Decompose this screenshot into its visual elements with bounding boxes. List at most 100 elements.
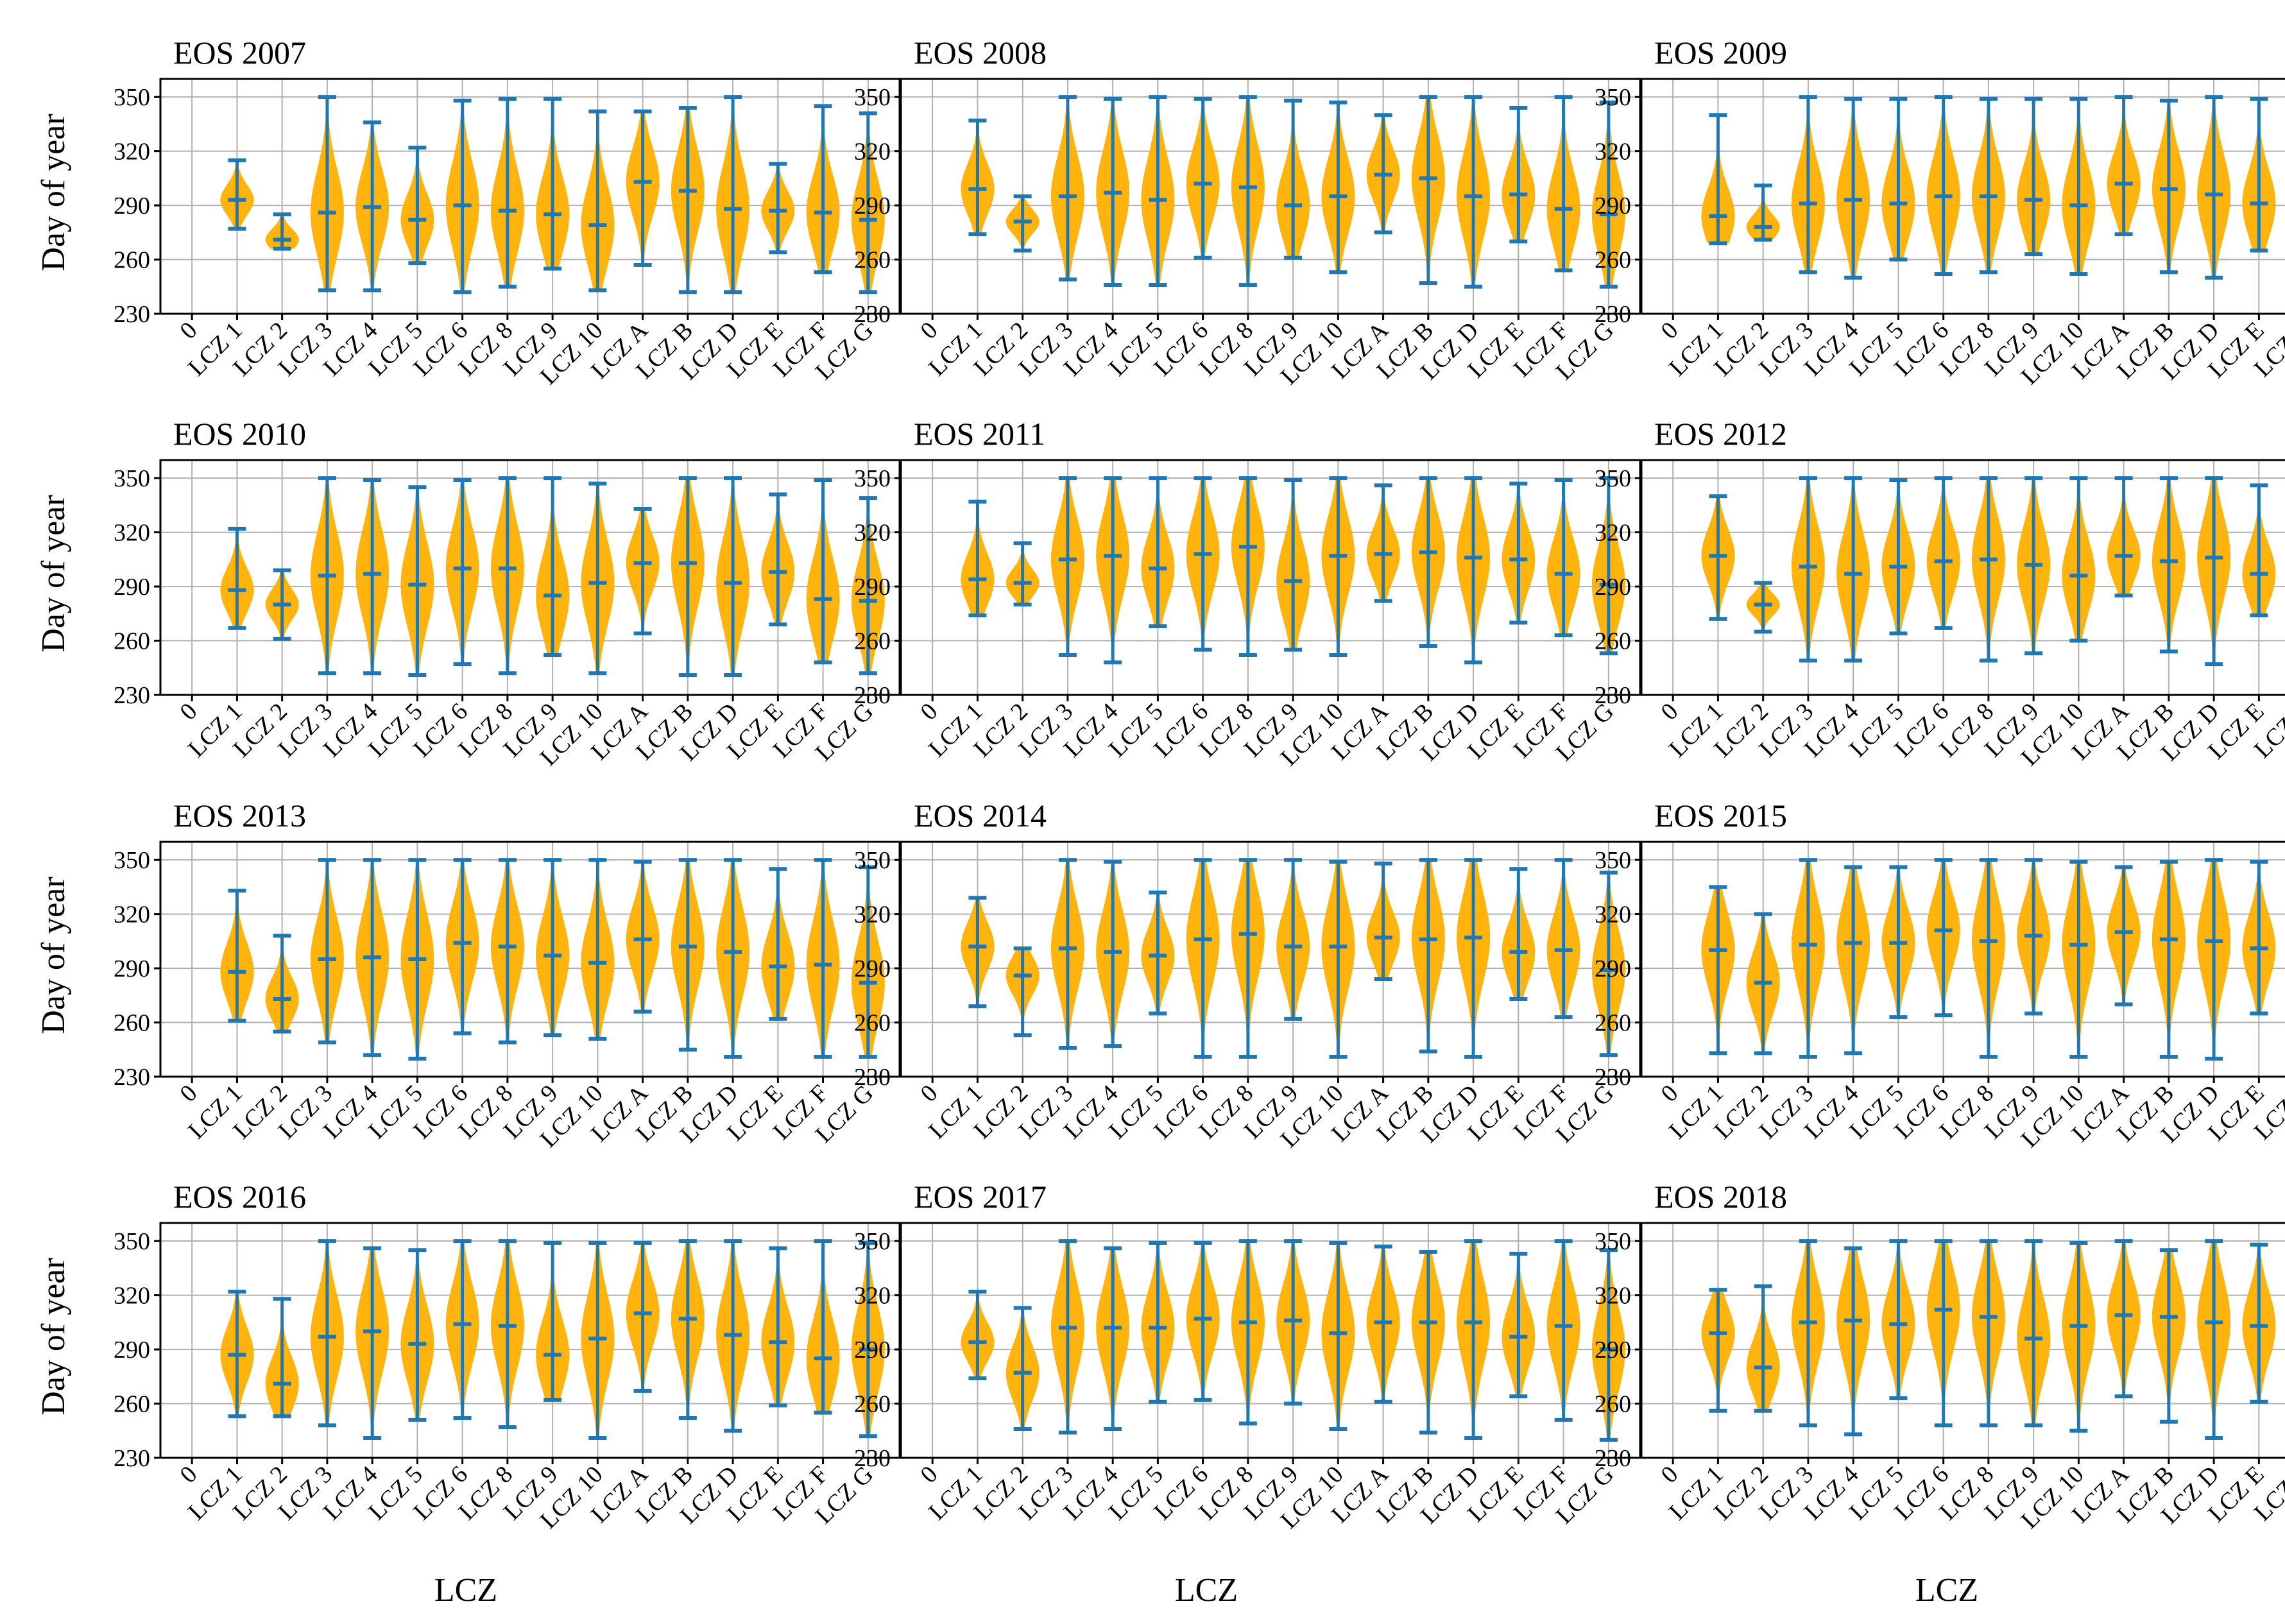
y-tick-label: 260 bbox=[114, 1010, 150, 1037]
violin-lcz-5 bbox=[1141, 1240, 1175, 1404]
violin-lcz-e bbox=[761, 492, 795, 627]
subplot-title: EOS 2010 bbox=[173, 416, 306, 452]
violin-lcz-a bbox=[2107, 1239, 2141, 1399]
violin-lcz-3 bbox=[310, 95, 344, 293]
violin-lcz-b bbox=[1411, 858, 1445, 1054]
subplot-title: EOS 2007 bbox=[173, 35, 306, 71]
y-axis-labels: Day of year Day of year Day of year Day … bbox=[35, 114, 72, 1415]
violin-lcz-6 bbox=[1926, 1239, 1960, 1428]
subplot-title: EOS 2012 bbox=[1654, 416, 1787, 452]
violin-lcz-2 bbox=[1746, 581, 1780, 634]
violin-lcz-4 bbox=[1836, 1246, 1870, 1437]
violin-lcz-g bbox=[1591, 476, 1625, 656]
violin-lcz-f bbox=[806, 477, 840, 665]
violin-lcz-e bbox=[2242, 859, 2276, 1016]
axes-frame bbox=[159, 459, 901, 696]
violin-lcz-10 bbox=[1321, 476, 1355, 658]
y-tick-label: 320 bbox=[1595, 902, 1631, 928]
y-tick-label: 350 bbox=[1595, 1228, 1631, 1255]
violin-lcz-e bbox=[2242, 1242, 2276, 1404]
violin-lcz-a bbox=[2107, 95, 2141, 237]
violin-lcz-d bbox=[716, 476, 750, 678]
violin-lcz-g bbox=[851, 865, 885, 1059]
violin-lcz-f bbox=[806, 104, 840, 275]
y-axis-ticks: 230 260 290 320 350 bbox=[1595, 847, 1641, 1091]
y-tick-label: 260 bbox=[1595, 1391, 1631, 1418]
subplot-title: EOS 2013 bbox=[173, 798, 306, 833]
violin-lcz-8 bbox=[490, 476, 524, 676]
violin-lcz-10 bbox=[1321, 859, 1355, 1059]
y-tick-label: 260 bbox=[1595, 628, 1631, 655]
violin-lcz-3 bbox=[1791, 95, 1825, 275]
violin-lcz-8 bbox=[1971, 96, 2005, 275]
violin-lcz-5 bbox=[1141, 95, 1175, 287]
y-tick-label: 290 bbox=[1595, 192, 1631, 219]
violin-lcz-b bbox=[2152, 1248, 2186, 1424]
violin-lcz-10 bbox=[2062, 476, 2096, 643]
violin-lcz-b bbox=[2152, 98, 2186, 275]
violin-lcz-8 bbox=[1231, 1239, 1265, 1426]
y-axis-label: Day of year bbox=[35, 114, 72, 271]
violin-lcz-4 bbox=[355, 477, 389, 676]
violin-lcz-e bbox=[761, 162, 795, 255]
violin-lcz-6 bbox=[1186, 1240, 1220, 1402]
y-axis-ticks: 230 260 290 320 350 bbox=[114, 465, 160, 709]
y-axis-ticks: 230 260 290 320 350 bbox=[114, 84, 160, 328]
violin-lcz-8 bbox=[1231, 95, 1265, 287]
violin-lcz-d bbox=[716, 1239, 750, 1433]
violin-lcz-3 bbox=[1791, 476, 1825, 663]
violin-lcz-1 bbox=[1701, 885, 1735, 1056]
violin-lcz-5 bbox=[400, 1248, 434, 1422]
y-tick-label: 350 bbox=[1595, 465, 1631, 492]
violin-lcz-1 bbox=[1701, 494, 1735, 621]
y-tick-label: 350 bbox=[114, 84, 150, 111]
violin-lcz-10 bbox=[581, 109, 615, 293]
violin-lcz-8 bbox=[1971, 1239, 2005, 1428]
y-tick-label: 290 bbox=[114, 1337, 150, 1363]
y-tick-label: 230 bbox=[114, 682, 150, 709]
violin-lcz-4 bbox=[355, 1246, 389, 1440]
violin-lcz-d bbox=[1457, 858, 1491, 1059]
violin-lcz-e bbox=[1502, 106, 1536, 244]
y-tick-label: 260 bbox=[1595, 247, 1631, 274]
violin-lcz-d bbox=[1457, 95, 1491, 289]
violin-lcz-a bbox=[1366, 483, 1400, 603]
violin-lcz-6 bbox=[1926, 858, 1960, 1018]
violin-lcz-10 bbox=[581, 858, 615, 1041]
violin-lcz-d bbox=[2197, 476, 2231, 667]
y-tick-label: 230 bbox=[854, 1064, 891, 1091]
y-axis-ticks: 230 260 290 320 350 bbox=[114, 1228, 160, 1472]
x-axis-label: LCZ bbox=[434, 1572, 497, 1609]
violin-lcz-3 bbox=[1050, 1239, 1084, 1435]
subplot-title: EOS 2014 bbox=[914, 798, 1047, 833]
violin-lcz-9 bbox=[2017, 476, 2051, 656]
violin-lcz-9 bbox=[1276, 477, 1310, 652]
violin-lcz-f bbox=[1546, 95, 1580, 273]
axes-frame bbox=[900, 1222, 1641, 1459]
y-tick-label: 230 bbox=[1595, 301, 1631, 328]
y-tick-label: 230 bbox=[114, 1064, 150, 1091]
violin-lcz-9 bbox=[2017, 1239, 2051, 1428]
violin-lcz-8 bbox=[1971, 858, 2005, 1059]
violin-lcz-8 bbox=[490, 858, 524, 1045]
violin-lcz-2 bbox=[1746, 912, 1780, 1056]
violin-lcz-1 bbox=[220, 889, 254, 1023]
violin-lcz-d bbox=[2197, 858, 2231, 1061]
violin-lcz-3 bbox=[310, 858, 344, 1045]
y-tick-label: 350 bbox=[854, 84, 891, 111]
axes-frame bbox=[900, 459, 1641, 696]
violin-lcz-4 bbox=[1836, 96, 1870, 280]
violin-lcz-10 bbox=[2062, 96, 2096, 277]
violin-lcz-2 bbox=[1006, 194, 1040, 253]
violin-lcz-1 bbox=[961, 1289, 995, 1381]
violin-lcz-1 bbox=[220, 158, 254, 231]
y-tick-label: 290 bbox=[1595, 1337, 1631, 1363]
subplot-title: EOS 2017 bbox=[914, 1179, 1047, 1215]
subplot-title: EOS 2011 bbox=[914, 416, 1045, 452]
axes-frame bbox=[900, 78, 1641, 315]
y-tick-label: 290 bbox=[1595, 955, 1631, 982]
violin-lcz-6 bbox=[1186, 96, 1220, 260]
violin-lcz-9 bbox=[1276, 98, 1310, 260]
y-axis-ticks: 230 260 290 320 350 bbox=[854, 465, 901, 709]
